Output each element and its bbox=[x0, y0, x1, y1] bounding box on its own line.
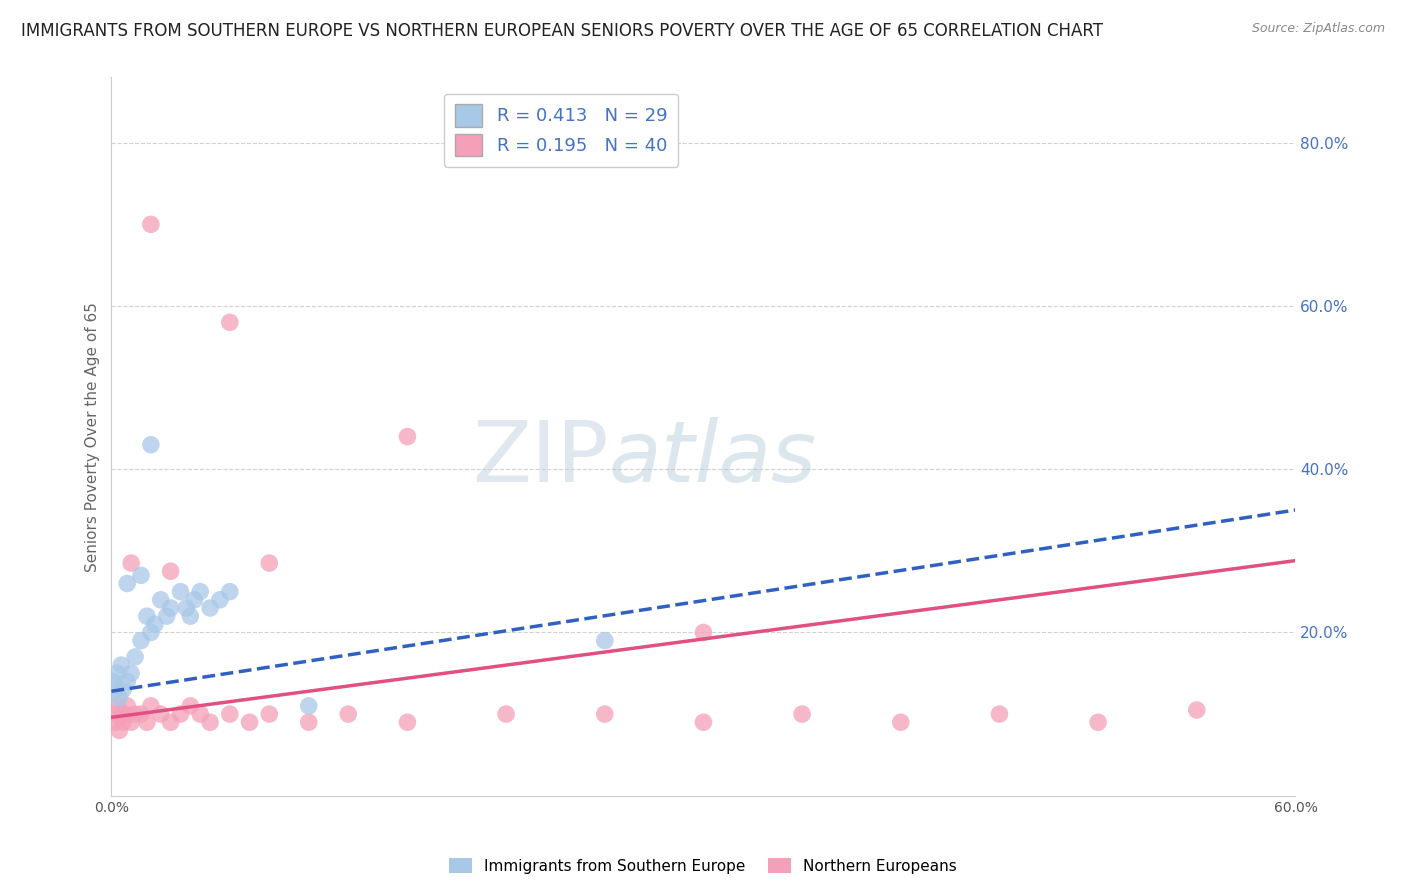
Point bbox=[159, 564, 181, 578]
Point bbox=[208, 592, 231, 607]
Point bbox=[124, 707, 146, 722]
Point bbox=[692, 625, 714, 640]
Point bbox=[259, 556, 281, 570]
Point bbox=[105, 698, 128, 713]
Point bbox=[108, 690, 131, 705]
Point bbox=[495, 707, 517, 722]
Point bbox=[103, 707, 125, 722]
Point bbox=[159, 601, 181, 615]
Point bbox=[139, 438, 162, 452]
Point bbox=[179, 698, 201, 713]
Point bbox=[103, 674, 125, 689]
Point bbox=[112, 682, 135, 697]
Point bbox=[337, 707, 360, 722]
Point bbox=[593, 707, 616, 722]
Legend: R = 0.413   N = 29, R = 0.195   N = 40: R = 0.413 N = 29, R = 0.195 N = 40 bbox=[444, 94, 678, 167]
Point bbox=[136, 715, 159, 730]
Point bbox=[1087, 715, 1109, 730]
Point bbox=[149, 592, 172, 607]
Point bbox=[115, 698, 138, 713]
Point bbox=[169, 707, 191, 722]
Point bbox=[218, 584, 240, 599]
Point bbox=[114, 707, 136, 722]
Point bbox=[298, 715, 321, 730]
Text: Source: ZipAtlas.com: Source: ZipAtlas.com bbox=[1251, 22, 1385, 36]
Point bbox=[159, 715, 181, 730]
Point bbox=[188, 707, 211, 722]
Legend: Immigrants from Southern Europe, Northern Europeans: Immigrants from Southern Europe, Norther… bbox=[443, 852, 963, 880]
Point bbox=[115, 674, 138, 689]
Point bbox=[104, 715, 127, 730]
Point bbox=[169, 584, 191, 599]
Point bbox=[176, 601, 198, 615]
Text: atlas: atlas bbox=[609, 417, 817, 500]
Point bbox=[143, 617, 166, 632]
Point bbox=[129, 568, 152, 582]
Point bbox=[890, 715, 912, 730]
Text: ZIP: ZIP bbox=[472, 417, 609, 500]
Point bbox=[1185, 703, 1208, 717]
Point bbox=[218, 315, 240, 329]
Point bbox=[124, 649, 146, 664]
Point bbox=[120, 715, 142, 730]
Point bbox=[298, 698, 321, 713]
Point bbox=[188, 584, 211, 599]
Point bbox=[149, 707, 172, 722]
Point bbox=[790, 707, 813, 722]
Point bbox=[105, 666, 128, 681]
Point bbox=[139, 698, 162, 713]
Point bbox=[218, 707, 240, 722]
Point bbox=[120, 556, 142, 570]
Point bbox=[238, 715, 260, 730]
Point bbox=[593, 633, 616, 648]
Point bbox=[396, 429, 419, 443]
Point bbox=[112, 715, 135, 730]
Point bbox=[120, 666, 142, 681]
Point bbox=[198, 715, 221, 730]
Point bbox=[104, 682, 127, 697]
Point bbox=[183, 592, 205, 607]
Point bbox=[139, 218, 162, 232]
Point bbox=[115, 576, 138, 591]
Y-axis label: Seniors Poverty Over the Age of 65: Seniors Poverty Over the Age of 65 bbox=[86, 301, 100, 572]
Point bbox=[179, 609, 201, 624]
Point bbox=[692, 715, 714, 730]
Point bbox=[129, 707, 152, 722]
Point bbox=[156, 609, 179, 624]
Point bbox=[988, 707, 1011, 722]
Point bbox=[108, 723, 131, 738]
Point bbox=[110, 707, 132, 722]
Point bbox=[110, 658, 132, 673]
Point bbox=[136, 609, 159, 624]
Point bbox=[139, 625, 162, 640]
Point bbox=[198, 601, 221, 615]
Point bbox=[396, 715, 419, 730]
Point bbox=[129, 633, 152, 648]
Point bbox=[259, 707, 281, 722]
Text: IMMIGRANTS FROM SOUTHERN EUROPE VS NORTHERN EUROPEAN SENIORS POVERTY OVER THE AG: IMMIGRANTS FROM SOUTHERN EUROPE VS NORTH… bbox=[21, 22, 1104, 40]
